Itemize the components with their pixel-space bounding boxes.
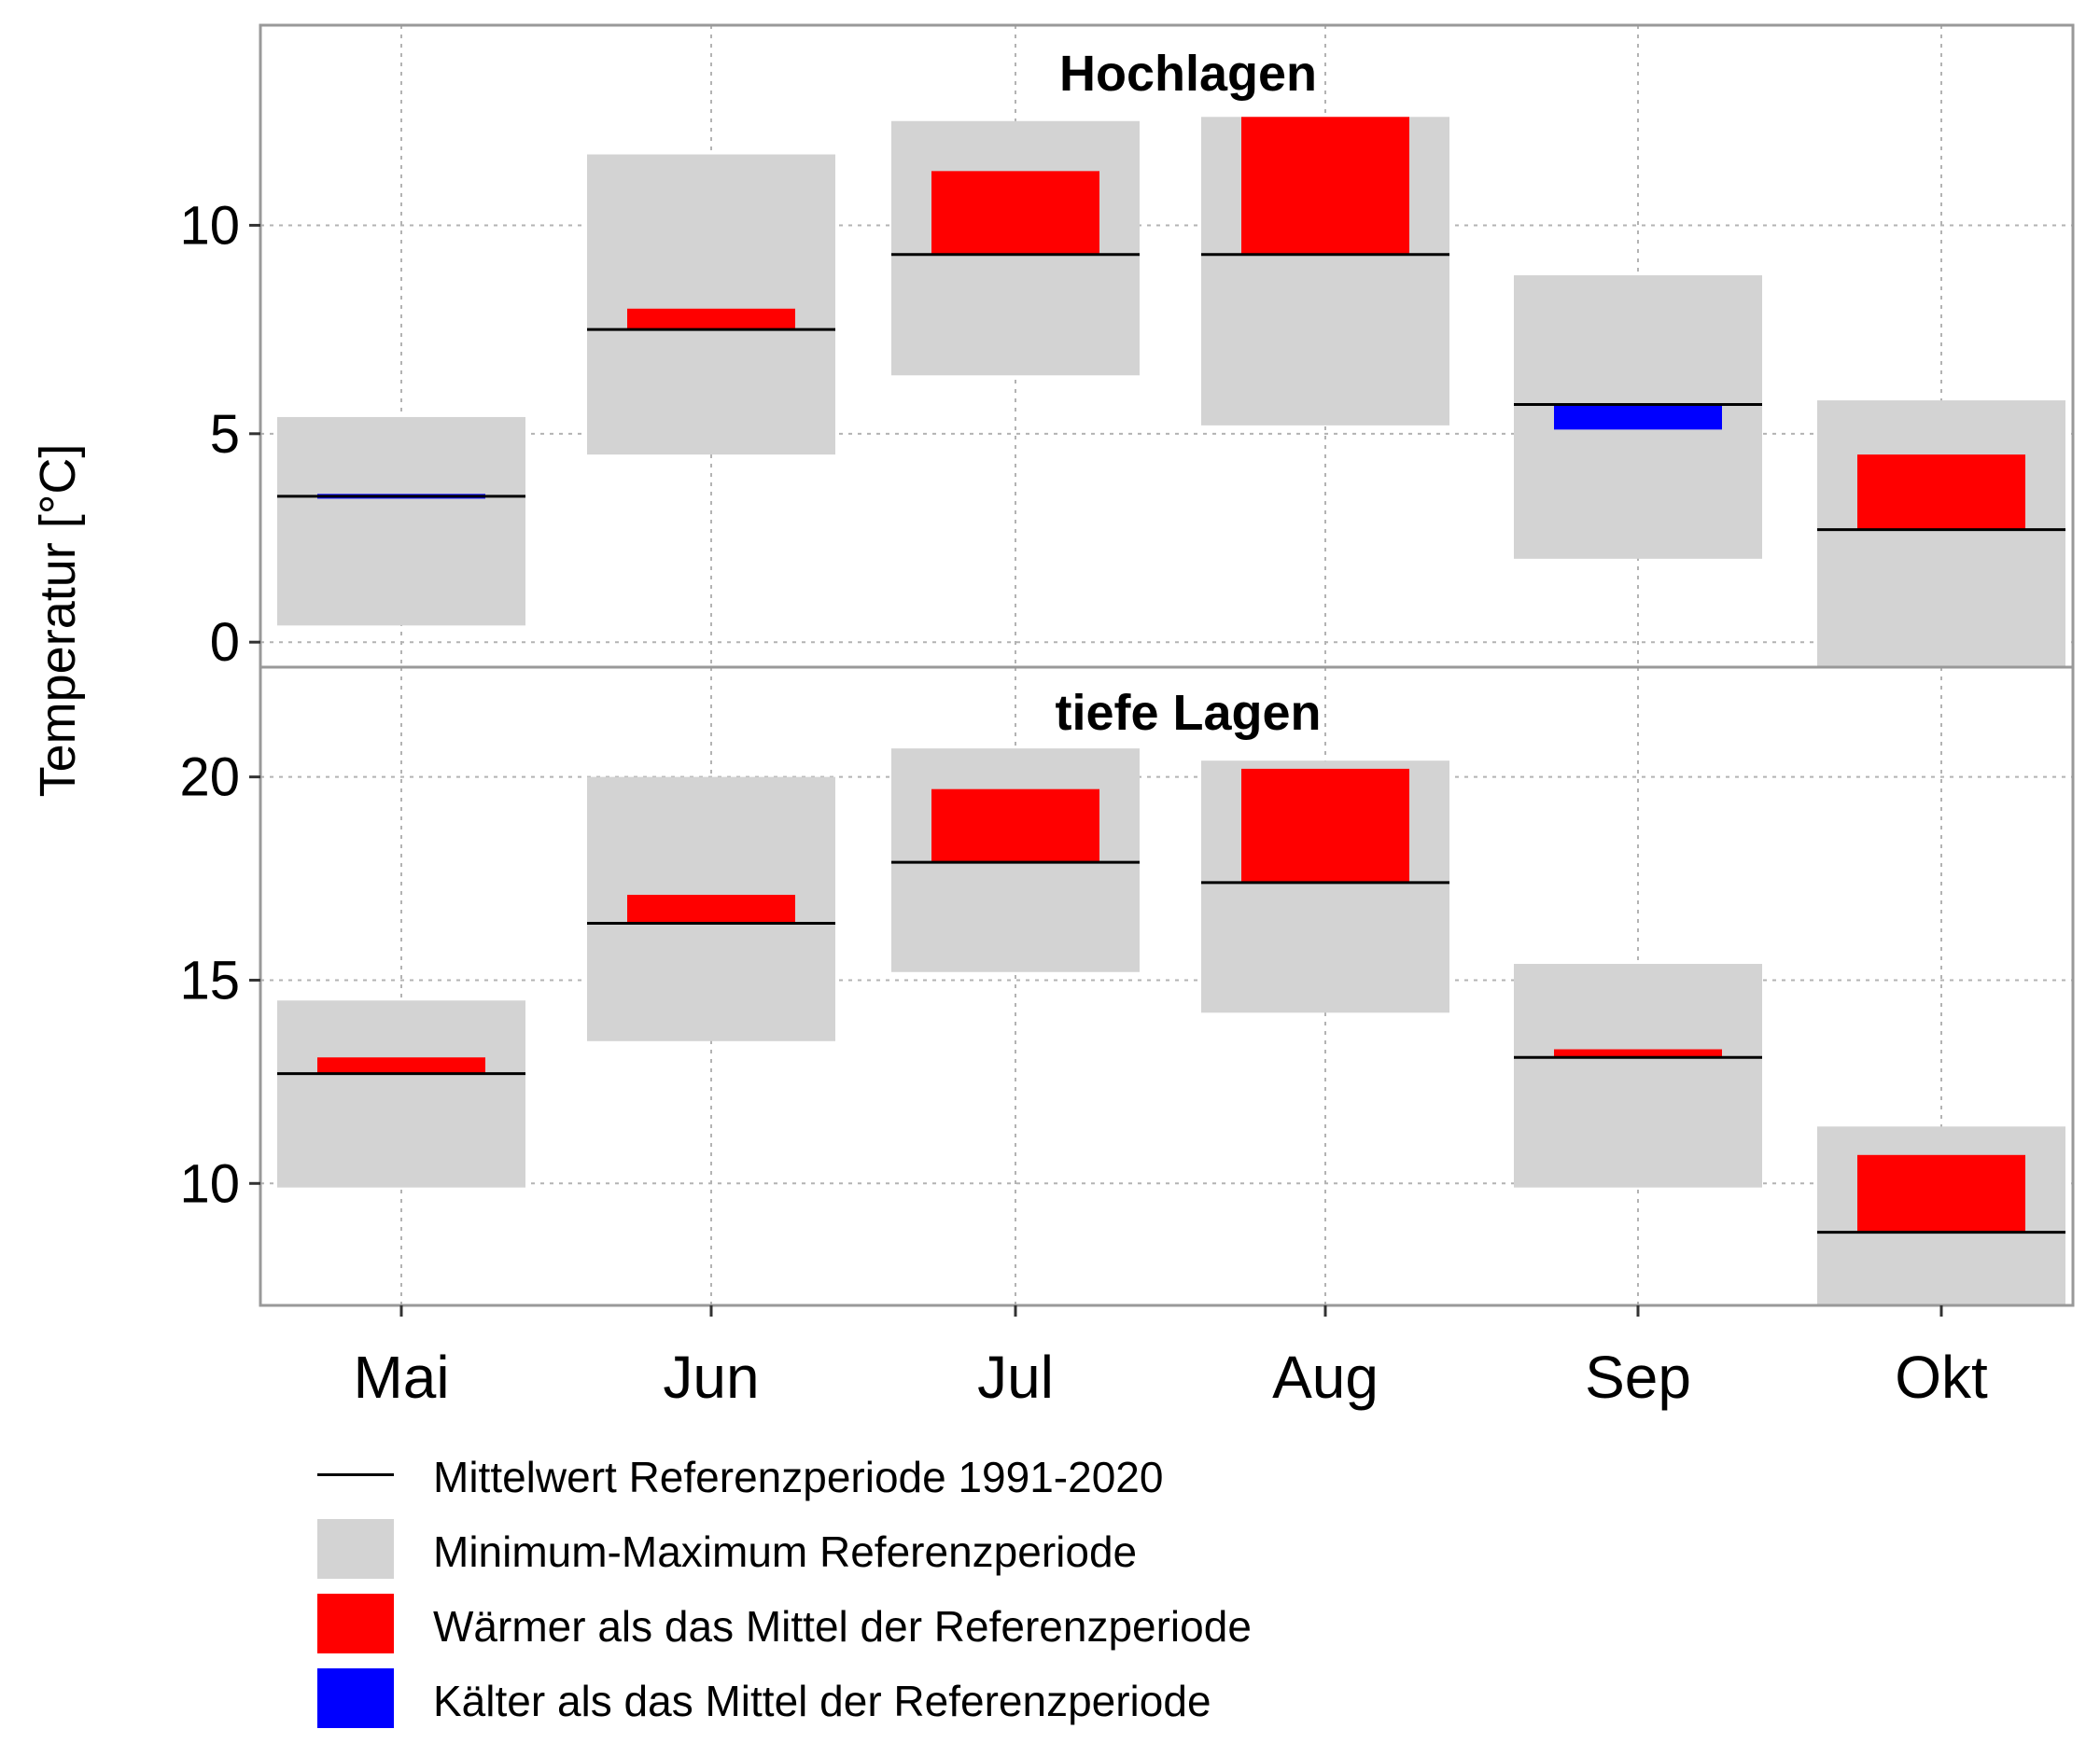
y-tick-label: 10 — [179, 1153, 240, 1214]
x-tick-label-jun: Jun — [663, 1344, 759, 1411]
y-tick-label: 5 — [210, 404, 240, 465]
legend-key-colder — [317, 1668, 394, 1728]
warmer-bar-jul — [931, 171, 1099, 255]
legend-key-range — [317, 1519, 394, 1579]
y-tick-label: 15 — [179, 950, 240, 1011]
x-tick-label-aug: Aug — [1272, 1344, 1379, 1411]
y-tick-label: 10 — [179, 195, 240, 256]
legend-label: Mittelwert Referenzperiode 1991-2020 — [433, 1453, 1164, 1501]
warmer-bar-okt — [1857, 454, 2025, 530]
panel-hochlagen: 0 5 10 Hochlagen — [179, 23, 2075, 673]
warmer-bar-sep — [1554, 1049, 1722, 1058]
warmer-bar-aug — [1241, 117, 1409, 255]
warmer-bar-okt — [1857, 1154, 2025, 1233]
panel-tiefe-lagen: 10 15 20 tiefe Lagen — [179, 665, 2075, 1307]
panel-border — [259, 665, 2075, 1307]
x-tick-label-mai: Mai — [353, 1344, 449, 1411]
chart: 0 5 10 Hochlagen 10 15 20 tiefe Lagen Mai Jun Jul A… — [30, 23, 2075, 1411]
panel-title: Hochlagen — [1059, 46, 1317, 102]
panel-border — [259, 23, 2075, 669]
y-axis-title: Temperatur [°C] — [30, 444, 86, 798]
range-bar-mai — [277, 416, 525, 626]
warmer-bar-mai — [317, 1057, 485, 1074]
legend-label: Wärmer als das Mittel der Referenzperiod… — [433, 1602, 1252, 1651]
warmer-bar-aug — [1241, 768, 1409, 883]
legend-key-warmer — [317, 1594, 394, 1653]
y-tick-label: 0 — [210, 612, 240, 673]
range-bar-jun — [587, 154, 835, 455]
range-bar-mai — [277, 1000, 525, 1188]
y-tick-label: 20 — [179, 747, 240, 808]
warmer-bar-jul — [931, 788, 1099, 863]
x-tick-label-okt: Okt — [1895, 1344, 1988, 1411]
colder-bar-sep — [1554, 404, 1722, 430]
x-tick-label-sep: Sep — [1585, 1344, 1691, 1411]
x-tick-label-jul: Jul — [977, 1344, 1054, 1411]
warmer-bar-jun — [627, 308, 795, 330]
warmer-bar-jun — [627, 894, 795, 924]
legend-label: Kälter als das Mittel der Referenzperiod… — [433, 1677, 1211, 1725]
legend-key-mean — [317, 1444, 394, 1504]
range-bar-sep — [1514, 964, 1762, 1188]
panel-title: tiefe Lagen — [1055, 685, 1321, 741]
range-bar-okt — [1817, 400, 2065, 667]
legend-label: Minimum-Maximum Referenzperiode — [433, 1527, 1138, 1576]
